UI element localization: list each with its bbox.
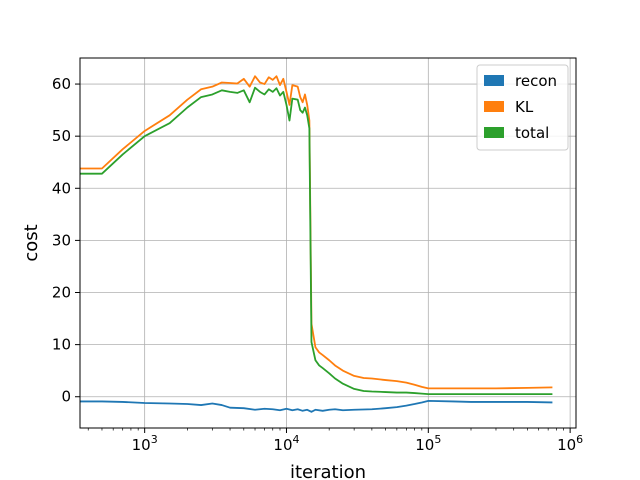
legend-label-kl: KL <box>515 98 534 116</box>
y-tick-label: 50 <box>52 127 71 145</box>
x-axis-label: iteration <box>290 462 366 480</box>
legend: recon KL total <box>476 64 569 151</box>
y-tick-label: 40 <box>52 179 71 197</box>
y-tick-label: 60 <box>52 75 71 93</box>
legend-swatch-kl <box>484 101 504 112</box>
y-tick-label: 10 <box>52 336 71 354</box>
plot-frame <box>79 57 577 429</box>
series-line-kl <box>80 75 553 390</box>
y-tick-label: 30 <box>52 231 71 249</box>
x-axis-ticks: 103 104 105 106 <box>87 428 583 454</box>
series-line-total <box>80 86 553 396</box>
x-tick-label: 106 <box>557 433 583 454</box>
y-axis-label: cost <box>21 224 42 261</box>
series-line-recon <box>80 400 553 413</box>
legend-label-total: total <box>515 124 549 142</box>
legend-swatch-total <box>484 127 504 138</box>
legend-swatch-recon <box>484 75 504 86</box>
x-tick-label: 104 <box>273 433 299 454</box>
x-tick-label: 105 <box>415 433 441 454</box>
series-lines <box>80 75 553 413</box>
y-tick-label: 0 <box>61 388 71 406</box>
y-tick-label: 20 <box>52 284 71 302</box>
y-axis-ticks: 0 10 20 30 40 50 60 <box>52 75 80 406</box>
legend-label-recon: recon <box>515 72 557 90</box>
x-tick-label: 103 <box>132 433 158 454</box>
